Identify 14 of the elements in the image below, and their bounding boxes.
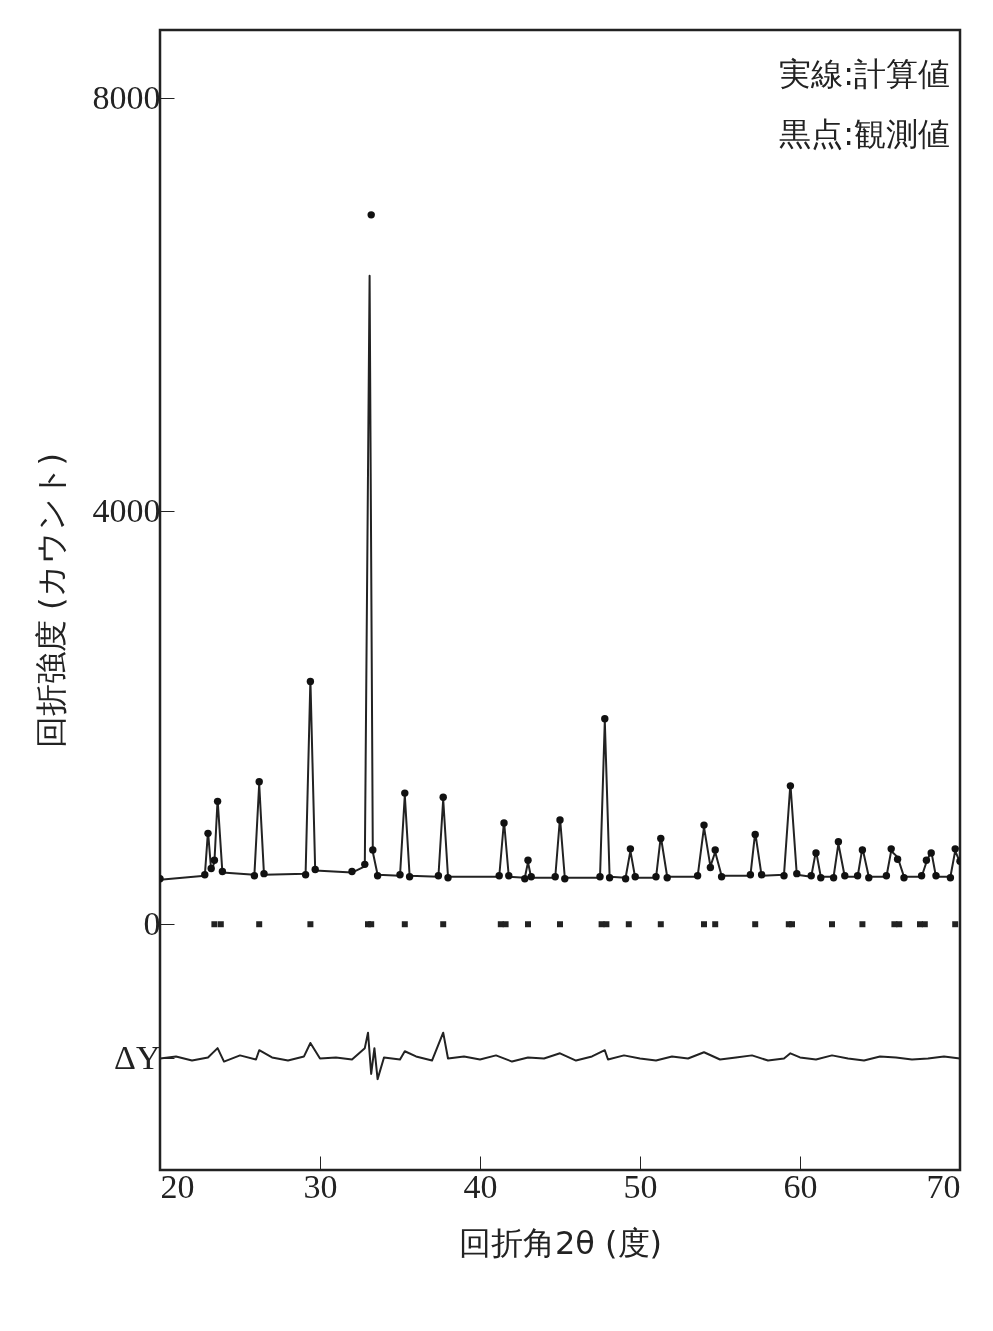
x-tick-label: 70 <box>926 1167 961 1205</box>
x-tick-label: 20 <box>160 1167 195 1205</box>
x-tick-label: 50 <box>623 1167 658 1205</box>
x-axis-title: 回折角2θ (度) <box>458 1223 663 1262</box>
x-tick-label: 30 <box>303 1167 338 1205</box>
annotation: 実線:計算値 <box>779 55 950 93</box>
x-tick-label: 40 <box>463 1167 498 1205</box>
y-tick-label: 4000 <box>92 491 161 529</box>
annotation: 黒点:観測値 <box>779 115 950 153</box>
y-tick-label: 8000 <box>92 78 161 116</box>
y-tick-label: 0 <box>143 904 161 942</box>
y-axis-title: 回折強度 (カウント) <box>31 452 70 749</box>
x-tick-label: 60 <box>783 1167 818 1205</box>
y-tick-label: ΔY <box>114 1038 161 1076</box>
